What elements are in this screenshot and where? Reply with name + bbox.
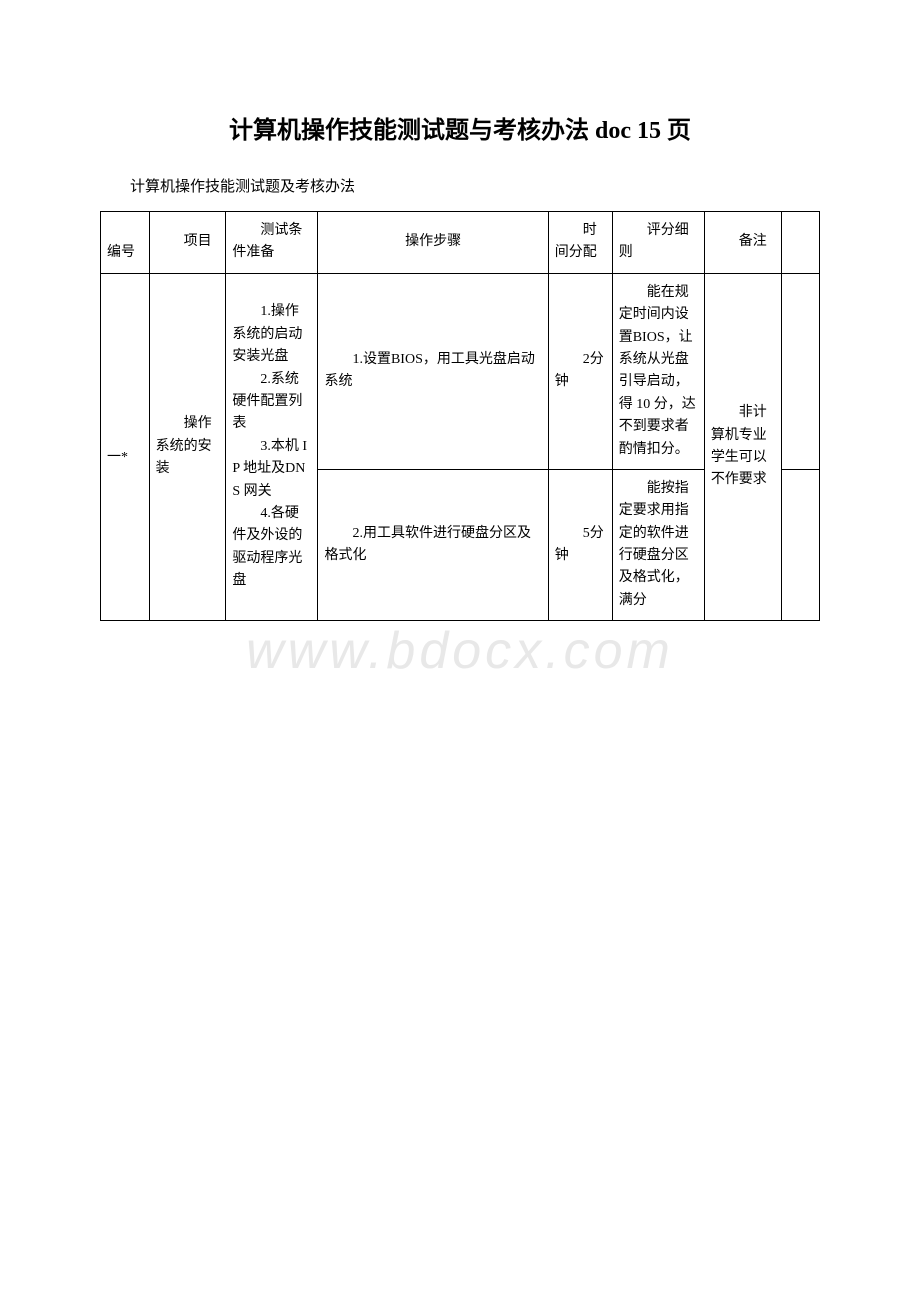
- page-title: 计算机操作技能测试题与考核办法 doc 15 页: [100, 110, 820, 145]
- assessment-table: 编号 项目 测试条件准备 操作步骤 时间分配 评分细则 备注 一* 操作系统的安…: [100, 211, 820, 621]
- cell-note: 非计算机专业学生可以不作要求: [704, 273, 781, 620]
- cell-project: 操作系统的安装: [149, 273, 226, 620]
- cell-number: 一*: [101, 273, 150, 620]
- header-blank: [781, 212, 819, 274]
- cell-blank-1: [781, 273, 819, 469]
- header-steps: 操作步骤: [318, 212, 548, 274]
- header-number: 编号: [101, 212, 150, 274]
- header-preparation: 测试条件准备: [226, 212, 318, 274]
- cell-step-1: 1.设置BIOS，用工具光盘启动系统: [318, 273, 548, 469]
- header-time: 时间分配: [548, 212, 612, 274]
- subtitle: 计算机操作技能测试题及考核办法: [100, 175, 820, 196]
- header-score: 评分细则: [612, 212, 704, 274]
- cell-time-2: 5分钟: [548, 469, 612, 620]
- cell-step-2: 2.用工具软件进行硬盘分区及格式化: [318, 469, 548, 620]
- table-header-row: 编号 项目 测试条件准备 操作步骤 时间分配 评分细则 备注: [101, 212, 820, 274]
- cell-blank-2: [781, 469, 819, 620]
- cell-preparation: 1.操作系统的启动安装光盘 2.系统硬件配置列表 3.本机 IP 地址及DNS …: [226, 273, 318, 620]
- header-note: 备注: [704, 212, 781, 274]
- table-row: 一* 操作系统的安装 1.操作系统的启动安装光盘 2.系统硬件配置列表 3.本机…: [101, 273, 820, 469]
- cell-score-2: 能按指定要求用指定的软件进行硬盘分区及格式化，满分: [612, 469, 704, 620]
- header-project: 项目: [149, 212, 226, 274]
- cell-time-1: 2分钟: [548, 273, 612, 469]
- cell-score-1: 能在规定时间内设置BIOS，让系统从光盘引导启动，得 10 分，达不到要求者酌情…: [612, 273, 704, 469]
- watermark-text: www.bdocx.com: [246, 621, 674, 681]
